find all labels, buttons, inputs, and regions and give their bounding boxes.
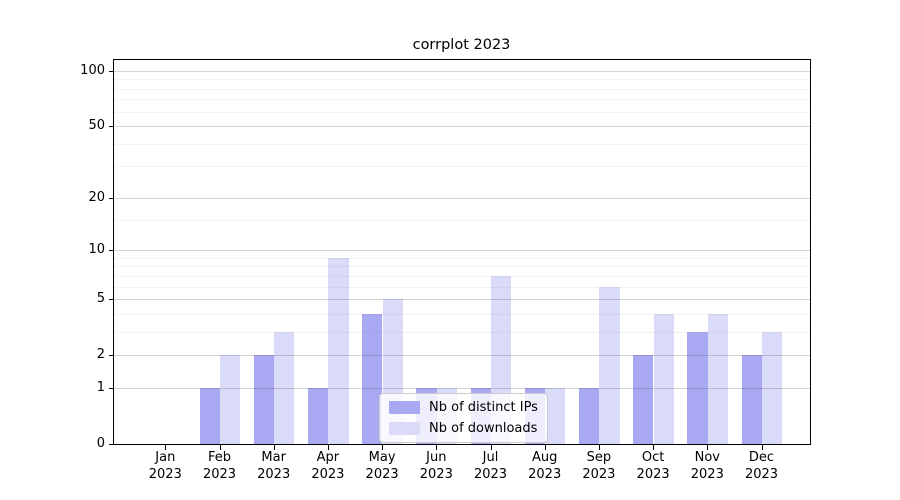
y-tick-label-100: 100 [80, 62, 105, 78]
x-tick-mark-feb [219, 445, 221, 450]
chart-title: corrplot 2023 [412, 37, 511, 53]
bar-downloads-nov [707, 313, 729, 444]
legend: Nb of distinct IPs Nb of downloads [379, 393, 548, 443]
gridline-minor-4 [114, 313, 810, 315]
x-tick-label-jan: Jan 2023 [148, 450, 182, 482]
gridline-minor-80 [114, 88, 810, 90]
gridline-major-5 [114, 299, 810, 301]
bar-downloads-mar [274, 331, 295, 444]
gridline-major-10 [114, 250, 810, 252]
bar-distinct-ips-oct [633, 355, 654, 444]
legend-swatch-distinct-ips [389, 401, 420, 414]
x-tick-mark-jul [490, 445, 492, 450]
x-tick-mark-mar [273, 445, 275, 450]
x-tick-label-nov: Nov 2023 [690, 450, 724, 482]
y-tick-mark-10 [109, 250, 113, 252]
x-tick-label-sep: Sep 2023 [582, 450, 616, 482]
gridline-minor-90 [114, 79, 810, 81]
bar-downloads-sep [599, 286, 620, 444]
x-tick-label-apr: Apr 2023 [311, 450, 345, 482]
y-tick-label-2: 2 [96, 347, 105, 363]
bar-downloads-oct [653, 313, 674, 444]
y-tick-mark-1 [109, 387, 113, 389]
bar-distinct-ips-sep [578, 387, 600, 444]
bar-distinct-ips-dec [741, 355, 762, 444]
bar-distinct-ips-feb [199, 387, 220, 444]
x-tick-label-jul: Jul 2023 [473, 450, 508, 482]
x-tick-mark-jun [436, 445, 438, 450]
legend-label-distinct-ips: Nb of distinct IPs [429, 400, 538, 415]
x-tick-mark-nov [707, 445, 709, 450]
bar-distinct-ips-apr [307, 387, 329, 444]
bar-downloads-dec [761, 331, 783, 444]
x-tick-mark-apr [327, 445, 329, 450]
gridline-major-100 [114, 70, 810, 72]
bar-downloads-apr [328, 257, 349, 444]
x-tick-mark-dec [761, 445, 763, 450]
y-tick-label-20: 20 [88, 189, 105, 205]
x-tick-mark-may [382, 445, 384, 450]
y-tick-label-5: 5 [96, 291, 105, 307]
gridline-minor-6 [114, 286, 810, 288]
gridline-minor-9 [114, 257, 810, 259]
gridline-minor-15 [114, 219, 810, 221]
y-tick-mark-100 [109, 70, 113, 72]
x-tick-label-mar: Mar 2023 [257, 450, 291, 482]
x-tick-label-dec: Dec 2023 [744, 450, 779, 482]
y-tick-label-1: 1 [96, 379, 105, 395]
gridline-minor-7 [114, 275, 810, 277]
x-tick-label-may: May 2023 [365, 450, 399, 482]
legend-entry-distinct-ips: Nb of distinct IPs [389, 400, 538, 415]
gridline-minor-70 [114, 99, 810, 101]
gridline-major-2 [114, 355, 810, 357]
bar-distinct-ips-nov [687, 331, 708, 444]
plot-area: Nb of distinct IPs Nb of downloads [113, 59, 811, 445]
x-tick-label-feb: Feb 2023 [202, 450, 237, 482]
gridline-minor-30 [114, 166, 810, 168]
bar-distinct-ips-mar [253, 355, 275, 444]
y-tick-label-10: 10 [88, 242, 105, 258]
gridline-minor-3 [114, 331, 810, 333]
x-tick-mark-oct [653, 445, 655, 450]
gridline-major-1 [114, 387, 810, 389]
gridline-minor-8 [114, 266, 810, 268]
bar-downloads-feb [219, 355, 241, 444]
x-tick-mark-sep [598, 445, 600, 450]
x-tick-label-oct: Oct 2023 [636, 450, 670, 482]
gridline-major-50 [114, 126, 810, 128]
bar-downloads-aug [545, 387, 566, 444]
legend-label-downloads: Nb of downloads [429, 421, 538, 436]
gridline-minor-60 [114, 111, 810, 113]
bar-distinct-ips-may [362, 313, 383, 444]
x-tick-mark-jan [165, 445, 167, 450]
gridline-minor-40 [114, 143, 810, 145]
gridline-major-20 [114, 197, 810, 199]
y-tick-mark-20 [109, 197, 113, 199]
grid-layer [114, 60, 810, 444]
y-tick-mark-5 [109, 299, 113, 301]
x-tick-label-jun: Jun 2023 [419, 450, 453, 482]
y-tick-mark-0 [109, 444, 113, 445]
y-tick-label-50: 50 [88, 118, 105, 134]
y-tick-label-0: 0 [96, 436, 105, 451]
x-tick-label-aug: Aug 2023 [528, 450, 562, 482]
legend-swatch-downloads [389, 422, 420, 435]
x-tick-mark-aug [544, 445, 546, 450]
legend-entry-downloads: Nb of downloads [389, 421, 538, 436]
y-tick-mark-50 [109, 126, 113, 128]
y-tick-mark-2 [109, 355, 113, 357]
